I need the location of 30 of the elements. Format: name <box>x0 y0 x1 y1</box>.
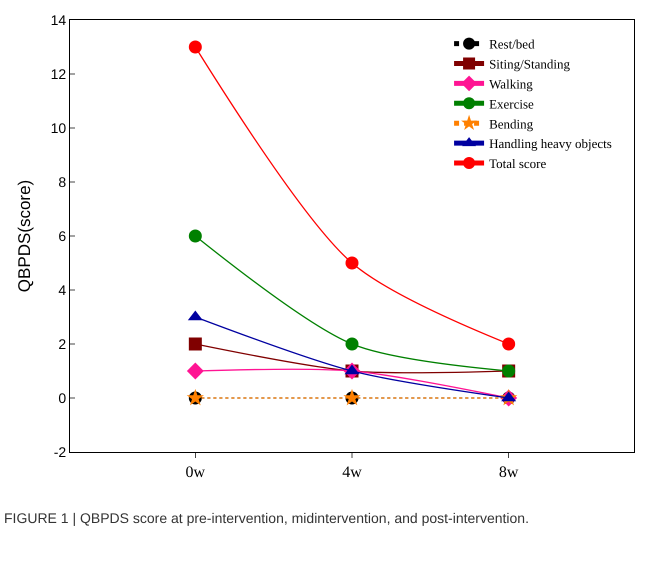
y-tick-label: 2 <box>58 336 66 352</box>
point <box>346 256 358 270</box>
y-tick-label: 12 <box>50 66 66 82</box>
point <box>188 40 202 54</box>
x-tick-label: 8w <box>498 464 519 482</box>
y-tick-label: 14 <box>50 12 66 28</box>
legend-label: Rest/bed <box>489 36 536 52</box>
y-tick-label: -2 <box>54 444 66 460</box>
legend-label: Bending <box>489 116 534 132</box>
legend-label: Total score <box>489 156 547 172</box>
point <box>343 388 361 406</box>
legend-label: Exercise <box>489 96 534 112</box>
y-tick-label: 0 <box>58 390 66 406</box>
y-axis-title: QBPDS(score) <box>15 180 34 292</box>
x-tick-label: 0w <box>186 464 206 482</box>
legend-label: Handling heavy objects <box>489 136 612 152</box>
x-tick-label: 4w <box>342 464 362 482</box>
caption: FIGURE 1 | QBPDS score at pre-intervention, midintervention, and post-intervention. <box>4 510 529 526</box>
point <box>188 230 202 242</box>
point <box>186 388 204 406</box>
point <box>346 338 358 350</box>
point <box>186 362 204 380</box>
point <box>502 338 516 350</box>
y-tick-label: 10 <box>50 120 66 136</box>
y-tick-label: 8 <box>58 174 66 190</box>
y-tick-label: 6 <box>58 228 66 244</box>
legend-label: Walking <box>489 76 534 92</box>
point <box>188 338 202 350</box>
y-tick-label: 4 <box>58 282 66 298</box>
legend-label: Siting/Standing <box>489 56 570 72</box>
